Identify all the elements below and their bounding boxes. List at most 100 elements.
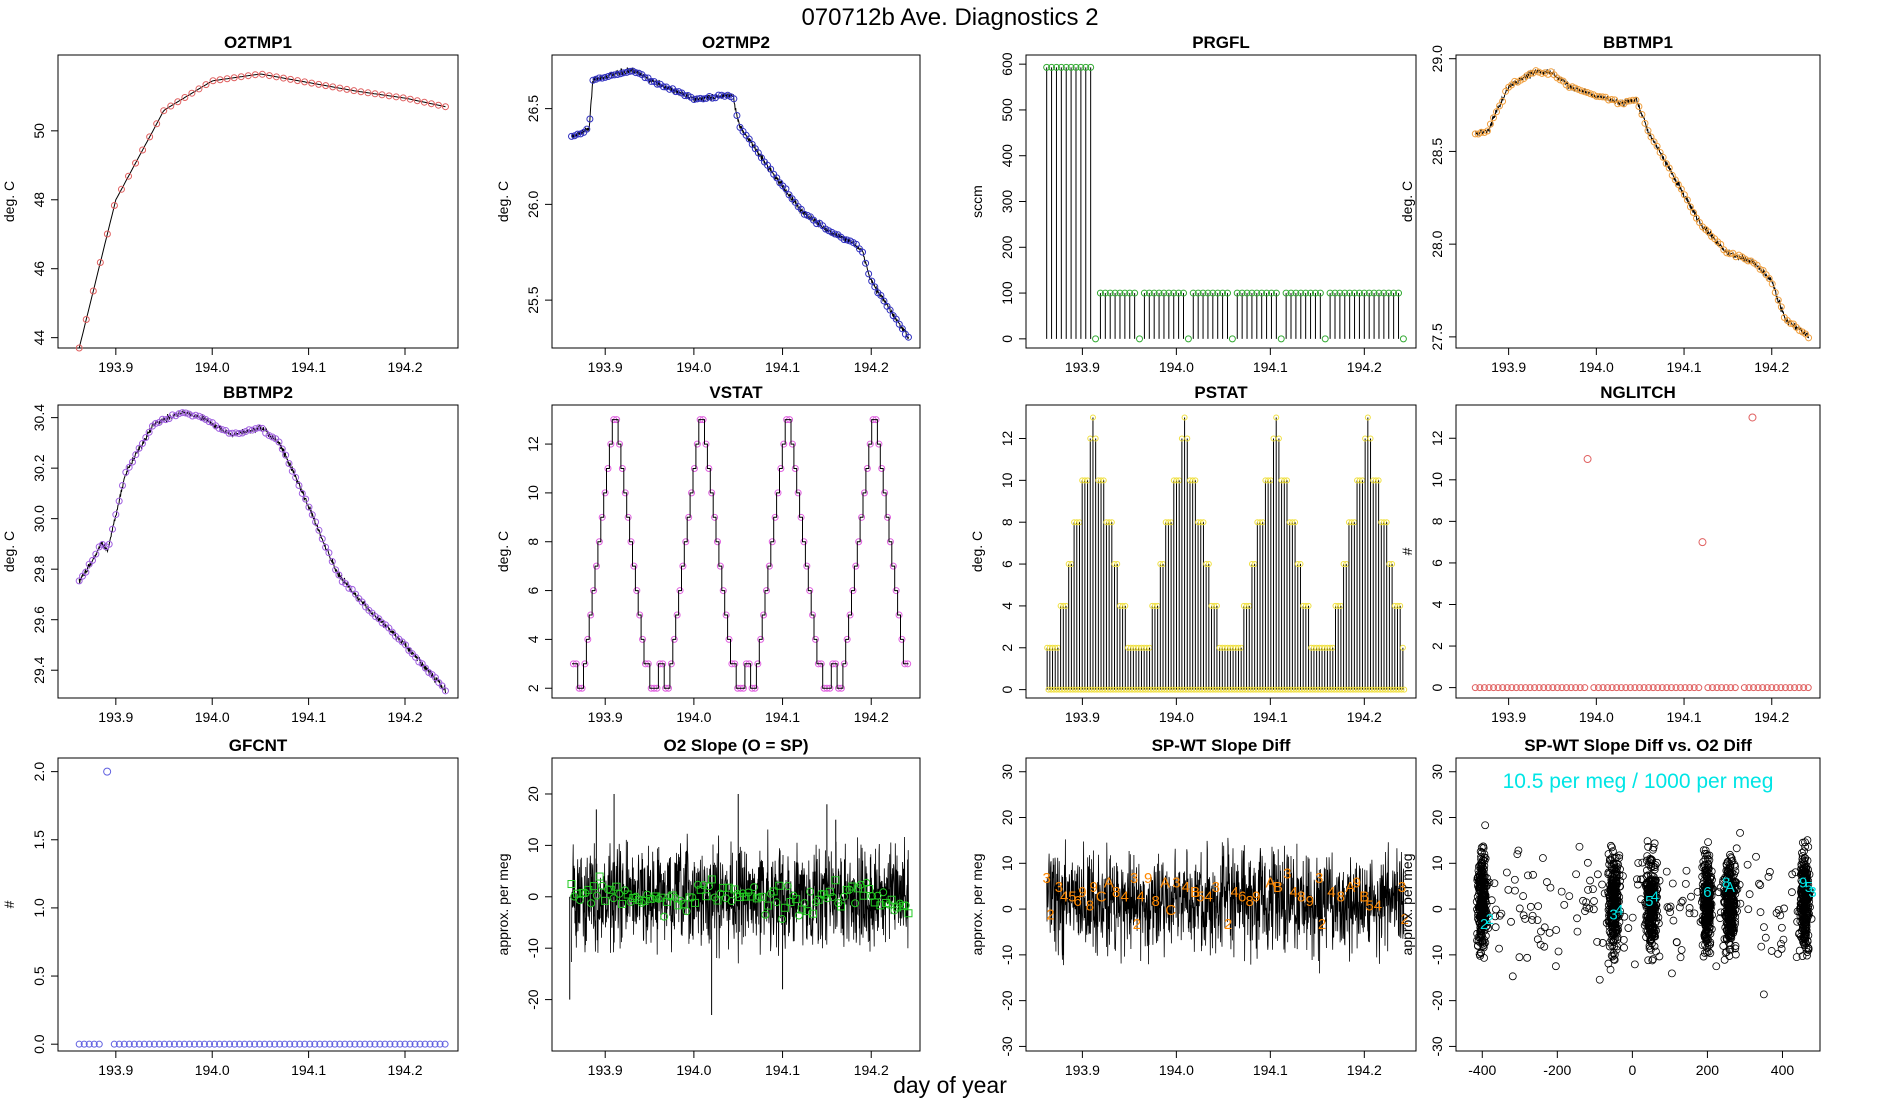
data-point <box>1619 935 1628 944</box>
point-label: 3 <box>1212 879 1220 896</box>
data-point <box>1640 684 1648 692</box>
data-point <box>271 1040 279 1048</box>
data-point <box>1108 519 1115 526</box>
data-point <box>1184 335 1192 343</box>
data-point <box>568 132 576 140</box>
data-point <box>1600 889 1609 898</box>
point-label: 3 <box>1609 907 1617 924</box>
data-point <box>1716 883 1725 892</box>
panel-title: NGLITCH <box>1600 383 1676 402</box>
data-point <box>1622 684 1630 692</box>
data-point <box>1331 289 1339 297</box>
data-point <box>904 909 913 918</box>
point-label: 54 <box>1365 898 1382 915</box>
data-point <box>1480 684 1488 692</box>
y-tick-label: 48 <box>31 192 47 208</box>
data-point <box>1801 924 1810 933</box>
data-point <box>813 220 821 228</box>
data-point <box>1558 684 1566 692</box>
y-tick-label: 500 <box>999 98 1015 122</box>
data-point <box>870 898 879 907</box>
data-point <box>1663 903 1672 912</box>
y-tick-label: 0 <box>1429 905 1445 913</box>
data-point <box>840 660 848 668</box>
y-tick-label: 20 <box>525 786 541 802</box>
data-point <box>1545 928 1554 937</box>
data-point <box>1219 289 1227 297</box>
data-point <box>1397 602 1404 609</box>
data-point <box>1663 684 1671 692</box>
data-point <box>587 611 595 619</box>
y-tick-label: 2 <box>999 644 1015 652</box>
data-point <box>1360 289 1368 297</box>
data-point <box>95 1040 103 1048</box>
x-tick-label: 193.9 <box>588 709 623 725</box>
point-label: 8 <box>1112 884 1120 901</box>
y-tick-label: 30.0 <box>31 505 47 532</box>
data-point <box>1642 912 1651 921</box>
data-point <box>1479 904 1488 913</box>
data-point <box>1495 944 1503 953</box>
data-point <box>586 115 594 123</box>
data-point <box>1589 885 1597 894</box>
data-point <box>265 431 273 439</box>
x-tick-label: 194.1 <box>765 1062 800 1078</box>
data-point <box>1605 860 1614 869</box>
data-point <box>1646 945 1655 954</box>
data-point <box>1800 913 1808 922</box>
data-point <box>158 415 166 423</box>
data-point <box>1519 911 1528 920</box>
point-label: 4 <box>1615 902 1623 919</box>
data-point <box>1062 63 1070 71</box>
data-point <box>1686 684 1694 692</box>
data-point <box>886 306 894 314</box>
data-point <box>1668 879 1677 888</box>
data-point <box>886 538 894 546</box>
data-point <box>315 526 323 534</box>
data-point <box>1681 684 1689 692</box>
y-tick-label: 0.0 <box>31 1034 47 1054</box>
data-point <box>1668 969 1676 978</box>
y-tick-label: 400 <box>999 144 1015 168</box>
data-point <box>682 538 690 546</box>
data-point <box>1722 684 1730 692</box>
x-tick-label: 194.0 <box>195 359 230 375</box>
data-point <box>1494 684 1502 692</box>
data-point <box>1704 929 1713 937</box>
data-point <box>1745 684 1753 692</box>
data-point <box>145 1040 153 1048</box>
data-point <box>1475 905 1483 913</box>
data-point <box>1725 945 1734 954</box>
point-label: 9 <box>1353 875 1361 892</box>
data-point <box>871 283 879 291</box>
data-point <box>1150 289 1158 297</box>
data-point <box>335 571 343 579</box>
data-point <box>1724 932 1733 940</box>
data-point <box>682 907 691 916</box>
data-point <box>688 489 696 497</box>
data-point <box>1722 860 1731 869</box>
data-point <box>1731 942 1740 950</box>
data-point <box>1480 862 1489 870</box>
data-point <box>1800 918 1809 927</box>
data-point <box>174 98 182 106</box>
data-point <box>381 1040 389 1048</box>
data-point <box>105 540 113 548</box>
outlier-point <box>103 767 112 776</box>
point-label: 9 <box>1799 875 1807 892</box>
data-point <box>1635 103 1643 111</box>
data-point <box>618 899 627 908</box>
data-point <box>209 77 217 85</box>
data-point <box>1389 561 1396 568</box>
data-point <box>1646 915 1655 924</box>
point-label: 3 <box>1043 870 1051 887</box>
data-point <box>1612 926 1621 934</box>
data-point <box>1609 859 1618 868</box>
data-point <box>308 511 316 519</box>
data-point <box>800 210 808 218</box>
data-point <box>431 1040 439 1048</box>
data-point <box>724 883 733 892</box>
y-tick-label: -20 <box>999 990 1015 1010</box>
data-point <box>1803 936 1812 945</box>
